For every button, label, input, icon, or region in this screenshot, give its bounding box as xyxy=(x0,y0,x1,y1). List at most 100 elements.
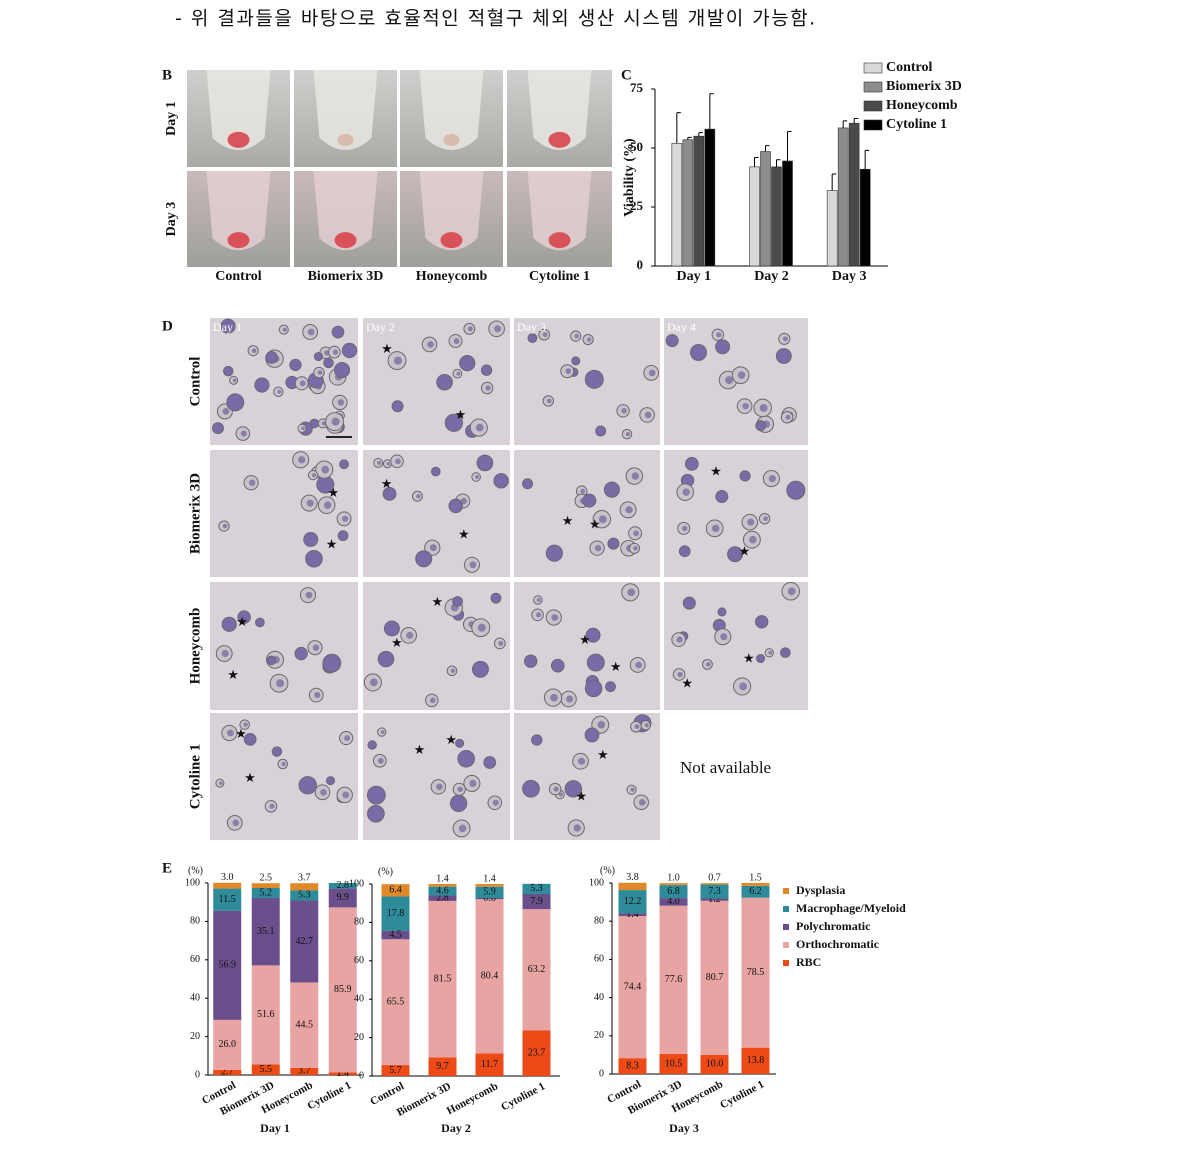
nucleus xyxy=(477,623,486,632)
bar xyxy=(848,122,860,267)
cell xyxy=(524,654,538,668)
tube-photo xyxy=(507,171,612,267)
nucleus xyxy=(406,631,414,639)
cell xyxy=(436,373,453,391)
nucleus xyxy=(785,414,791,420)
y-tick-label: 60 xyxy=(594,954,604,965)
data-label: 78.5 xyxy=(747,967,765,978)
bar-segment xyxy=(251,883,280,888)
data-label: 74.4 xyxy=(624,981,642,992)
star-marker: ★ xyxy=(235,726,247,741)
bar-segment xyxy=(428,1057,457,1076)
data-label: 1.4 xyxy=(626,909,639,920)
cell xyxy=(582,493,597,508)
star-marker: ★ xyxy=(391,635,403,650)
nucleus xyxy=(456,371,461,376)
data-label: 8.3 xyxy=(626,1060,639,1071)
star-marker: ★ xyxy=(562,513,574,528)
nucleus xyxy=(312,644,320,651)
data-label: 80.4 xyxy=(481,971,499,982)
bar-segment xyxy=(475,898,504,900)
micrograph: ★★ xyxy=(514,713,660,840)
data-label: 1.4 xyxy=(436,873,449,884)
cell xyxy=(341,342,358,359)
column-label: Honeycomb xyxy=(416,269,488,284)
cell xyxy=(584,727,600,743)
star-marker: ★ xyxy=(710,463,722,478)
data-label: 23.7 xyxy=(528,1048,546,1059)
panel-letter: D xyxy=(162,318,173,334)
cell xyxy=(586,653,605,672)
bar-segment xyxy=(328,883,357,889)
cell xyxy=(391,400,404,413)
nucleus xyxy=(394,356,403,365)
cell xyxy=(483,756,497,769)
nucleus xyxy=(782,336,788,342)
x-tick-label: Day 2 xyxy=(754,269,789,284)
micrograph: ★★ xyxy=(664,450,808,577)
cell xyxy=(383,620,400,637)
nucleus xyxy=(536,598,541,602)
error-bar xyxy=(842,120,848,128)
bar-segment xyxy=(618,913,647,917)
nucleus xyxy=(763,516,768,522)
bar-segment xyxy=(213,910,242,1020)
cell xyxy=(476,454,494,472)
nucleus xyxy=(682,488,690,496)
cell xyxy=(690,343,707,361)
data-label: 1.2 xyxy=(708,894,721,905)
cell-pellet xyxy=(440,232,463,249)
nucleus xyxy=(759,403,768,412)
bar-segment xyxy=(475,899,504,1054)
nucleus xyxy=(747,518,755,526)
y-tick-label: 20 xyxy=(190,1031,200,1042)
panel-letter: C xyxy=(621,67,632,83)
nucleus xyxy=(737,371,746,379)
error-bar xyxy=(853,118,859,124)
tube xyxy=(206,171,271,251)
cell xyxy=(243,733,257,746)
tube-photo xyxy=(294,171,397,267)
day-label: Day 3 xyxy=(517,320,546,334)
cell xyxy=(255,617,265,628)
tube xyxy=(527,171,592,251)
y-tick-label: 100 xyxy=(185,877,200,888)
bar-segment xyxy=(290,1067,319,1075)
bar-segment xyxy=(618,916,647,1059)
nucleus xyxy=(306,499,314,507)
y-tick-label: 0 xyxy=(637,257,644,272)
bar xyxy=(771,166,782,267)
cell xyxy=(522,478,534,490)
nucleus xyxy=(380,730,385,734)
cell xyxy=(313,352,324,362)
star-marker: ★ xyxy=(244,770,256,785)
nucleus xyxy=(676,636,683,643)
y-axis-label: (%) xyxy=(378,866,393,877)
data-label: 85.9 xyxy=(334,984,352,995)
star-marker: ★ xyxy=(432,594,444,609)
data-label: 26.0 xyxy=(219,1039,237,1050)
y-tick-label: 40 xyxy=(190,992,200,1003)
cell xyxy=(715,339,731,355)
nucleus xyxy=(553,786,559,792)
bar-segment xyxy=(213,1069,242,1075)
cell xyxy=(756,654,766,664)
nucleus xyxy=(321,465,330,474)
legend-swatch xyxy=(783,960,789,966)
y-tick-label: 80 xyxy=(190,916,200,927)
cell xyxy=(480,364,493,376)
legend-swatch xyxy=(783,942,789,948)
cell xyxy=(226,393,245,412)
cell xyxy=(684,457,699,471)
bar-segment xyxy=(381,884,410,897)
legend-label: Control xyxy=(886,60,933,75)
bar-segment xyxy=(741,897,770,1048)
cell xyxy=(325,776,336,786)
nucleus xyxy=(638,798,646,806)
nucleus xyxy=(551,614,559,621)
nucleus xyxy=(625,506,633,514)
cell xyxy=(455,738,465,748)
day-label: Day 2 xyxy=(366,320,395,334)
data-label: 56.9 xyxy=(219,960,237,971)
